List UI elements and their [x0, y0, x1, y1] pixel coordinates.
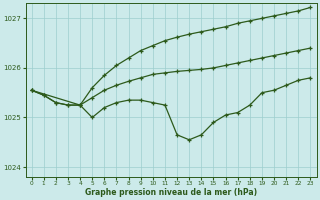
X-axis label: Graphe pression niveau de la mer (hPa): Graphe pression niveau de la mer (hPa): [85, 188, 257, 197]
